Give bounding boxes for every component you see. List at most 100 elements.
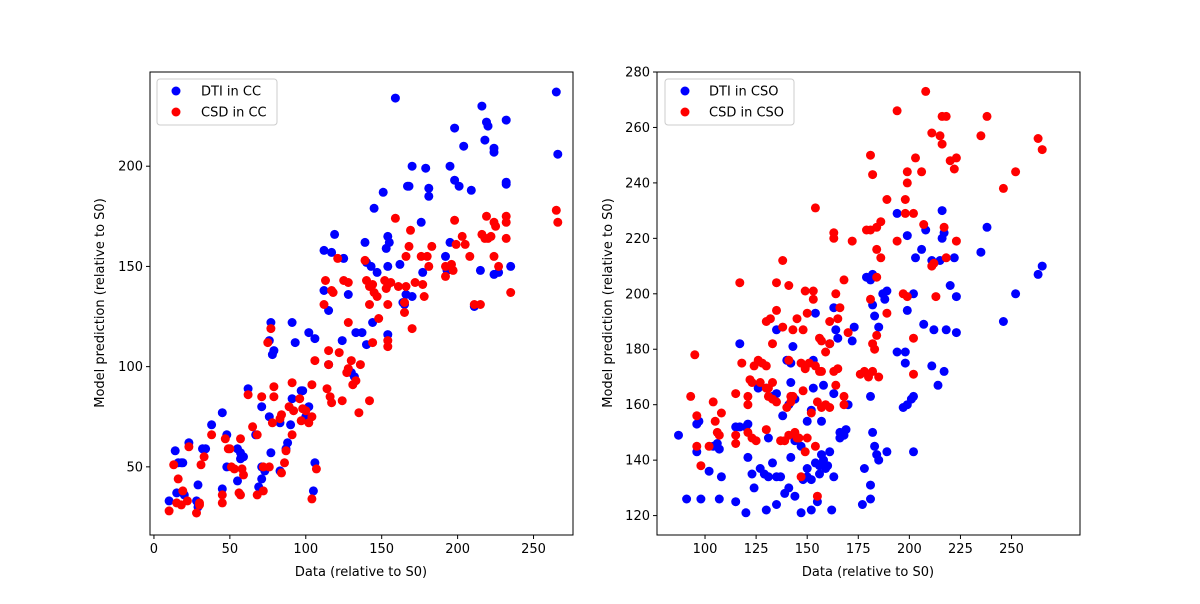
y-axis-label: Model prediction (relative to S0)	[601, 198, 616, 408]
data-point	[835, 303, 845, 313]
data-point	[794, 433, 804, 443]
data-point	[939, 366, 949, 376]
data-point	[427, 241, 437, 251]
data-point	[941, 325, 951, 335]
data-point	[381, 243, 391, 253]
data-point	[360, 237, 370, 247]
data-point	[761, 505, 771, 515]
data-point	[365, 396, 374, 406]
data-point	[716, 408, 726, 418]
data-point	[843, 328, 853, 338]
y-tick-label: 200	[118, 160, 143, 175]
data-point	[800, 286, 810, 296]
right-scatter-plot-cso: Data (relative to S0) Model prediction (…	[601, 66, 1081, 580]
data-point	[407, 161, 417, 171]
data-point	[998, 317, 1008, 326]
data-point	[289, 406, 299, 416]
data-point	[357, 328, 367, 338]
data-point	[839, 275, 849, 285]
data-point	[731, 497, 741, 507]
data-point	[768, 458, 777, 468]
data-point	[945, 281, 955, 290]
data-point	[763, 472, 773, 482]
data-point	[921, 86, 931, 96]
data-point	[761, 361, 771, 371]
data-point	[743, 391, 753, 401]
data-point	[450, 123, 460, 133]
data-point	[763, 433, 773, 443]
data-point	[243, 390, 253, 400]
data-point	[220, 434, 230, 444]
data-point	[817, 366, 826, 376]
data-point	[825, 447, 835, 457]
data-point	[892, 347, 902, 357]
data-point	[448, 265, 458, 275]
data-point	[864, 372, 873, 382]
data-point	[941, 111, 951, 121]
data-point	[819, 380, 828, 390]
data-point	[460, 239, 470, 249]
data-point	[286, 420, 296, 430]
data-point	[696, 494, 706, 504]
data-point	[454, 181, 464, 191]
data-point	[383, 261, 393, 271]
data-point	[267, 418, 277, 428]
data-point	[900, 195, 910, 204]
data-point	[366, 261, 376, 271]
data-point	[176, 500, 186, 510]
data-point	[407, 292, 417, 301]
data-point	[949, 253, 959, 263]
data-point	[207, 420, 217, 430]
data-point	[778, 322, 788, 332]
data-point	[327, 398, 337, 408]
data-point	[708, 397, 718, 407]
data-point	[927, 261, 937, 271]
data-point	[310, 356, 320, 366]
data-point	[735, 339, 745, 349]
data-point	[827, 505, 837, 515]
data-point	[831, 380, 841, 390]
data-point	[682, 494, 692, 504]
data-point	[257, 474, 267, 484]
data-point	[976, 247, 986, 257]
data-point	[310, 334, 320, 344]
data-point	[482, 211, 491, 221]
data-point	[328, 288, 338, 297]
data-point	[931, 292, 941, 302]
data-point	[199, 452, 209, 462]
data-point	[909, 447, 918, 457]
data-point	[277, 410, 286, 420]
data-point	[196, 460, 206, 470]
data-point	[334, 348, 344, 358]
data-point	[778, 256, 788, 265]
data-point	[451, 239, 461, 249]
data-point	[786, 452, 796, 462]
data-point	[872, 272, 882, 282]
data-point	[369, 203, 379, 213]
data-point	[422, 251, 432, 261]
data-point	[902, 167, 912, 177]
data-point	[902, 292, 912, 302]
data-point	[786, 378, 796, 387]
data-point	[951, 292, 961, 302]
data-point	[365, 300, 374, 309]
data-point	[772, 500, 781, 509]
data-point	[311, 464, 321, 474]
data-point	[287, 318, 297, 327]
data-point	[307, 494, 317, 504]
data-point	[710, 416, 720, 426]
y-tick-label: 50	[126, 460, 143, 475]
legend-box	[156, 78, 278, 126]
data-point	[360, 255, 370, 265]
data-point	[772, 305, 781, 315]
data-point	[866, 391, 875, 401]
data-point	[949, 164, 959, 174]
data-point	[307, 380, 317, 390]
data-point	[266, 448, 276, 458]
data-point	[418, 280, 428, 289]
data-point	[831, 325, 841, 335]
data-point	[937, 233, 947, 243]
data-point	[802, 464, 812, 473]
data-point	[419, 292, 429, 301]
